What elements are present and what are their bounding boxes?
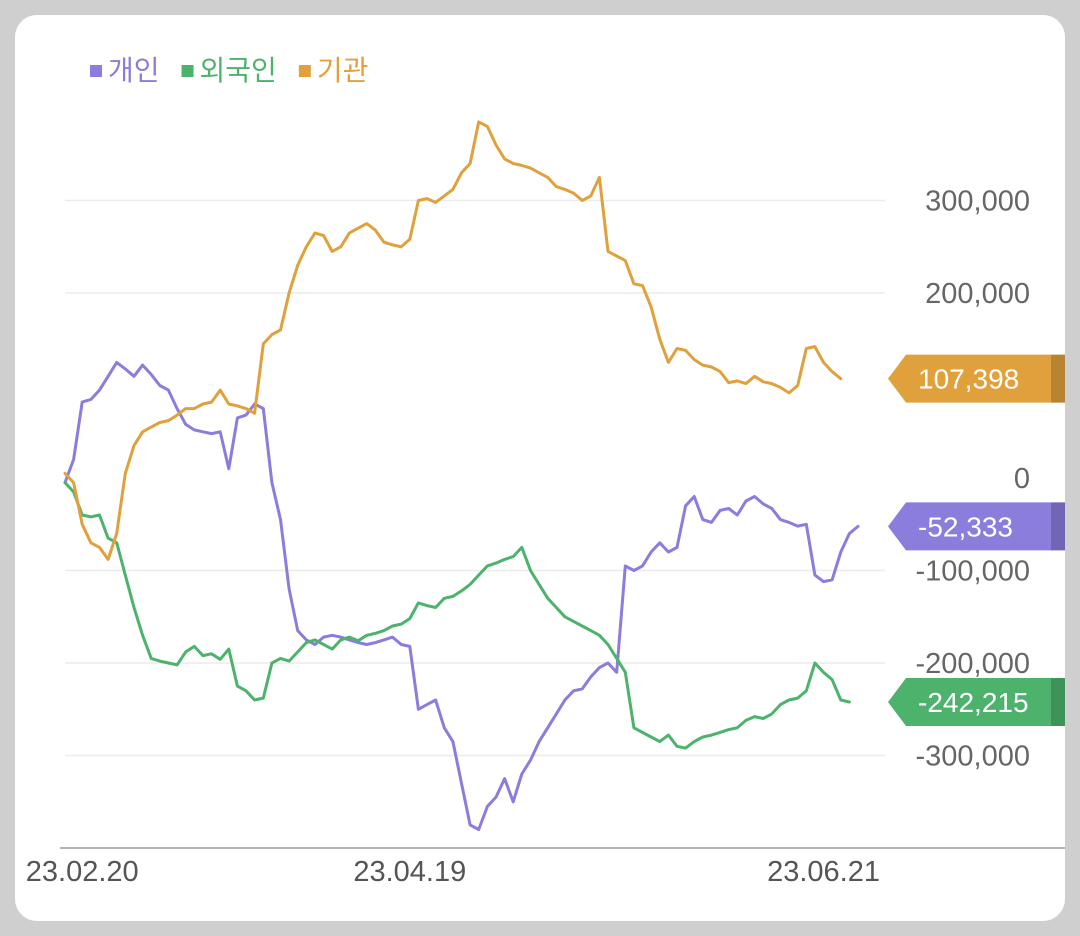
legend: 개인 외국인 기관 xyxy=(90,54,368,87)
y-tick-label: 0 xyxy=(1014,463,1030,495)
last-value-label: -242,215 xyxy=(918,687,1029,718)
series-line-1 xyxy=(63,481,851,750)
series-line-2 xyxy=(63,120,843,561)
last-value-label: 107,398 xyxy=(918,364,1019,395)
legend-swatch xyxy=(181,65,194,77)
line-chart: 300,000200,0000-100,000-200,000-300,000 … xyxy=(26,54,1065,888)
last-value-badge xyxy=(888,502,1065,551)
legend-swatch xyxy=(298,65,311,77)
chart-card: 300,000 200,000 0 -100,000 -200,000 -300,000 … xyxy=(15,15,1065,921)
badge-edge xyxy=(1051,678,1065,727)
legend-label: 외국인 xyxy=(200,54,277,87)
last-value-badges: -52,333 -242,215 107,398 xyxy=(888,354,1065,727)
y-tick-label: 200,000 xyxy=(925,278,1030,310)
y-tick-label: -100,000 xyxy=(916,556,1031,588)
last-value-badge xyxy=(888,678,1065,727)
y-tick-label: 300,000 xyxy=(925,186,1030,218)
last-value-badge xyxy=(888,354,1065,403)
y-tick-label: -200,000 xyxy=(916,648,1031,680)
badge-edge xyxy=(1051,354,1065,403)
legend-label: 기관 xyxy=(317,54,369,87)
x-tick-label: 23.06.21 xyxy=(767,856,880,888)
y-tick-labels: 300,000 200,000 0 -100,000 -200,000 -300,000 xyxy=(916,186,1031,773)
series-line-0 xyxy=(63,360,860,831)
series-lines xyxy=(63,120,860,831)
x-tick-label: 23.04.19 xyxy=(353,856,466,888)
grid-lines xyxy=(65,199,885,757)
badge-edge xyxy=(1051,502,1065,551)
x-tick-label: 23.02.20 xyxy=(26,856,139,888)
legend-swatch xyxy=(90,65,102,77)
legend-label: 개인 xyxy=(108,54,160,87)
last-value-label: -52,333 xyxy=(918,511,1013,542)
y-tick-label: -300,000 xyxy=(916,741,1031,773)
